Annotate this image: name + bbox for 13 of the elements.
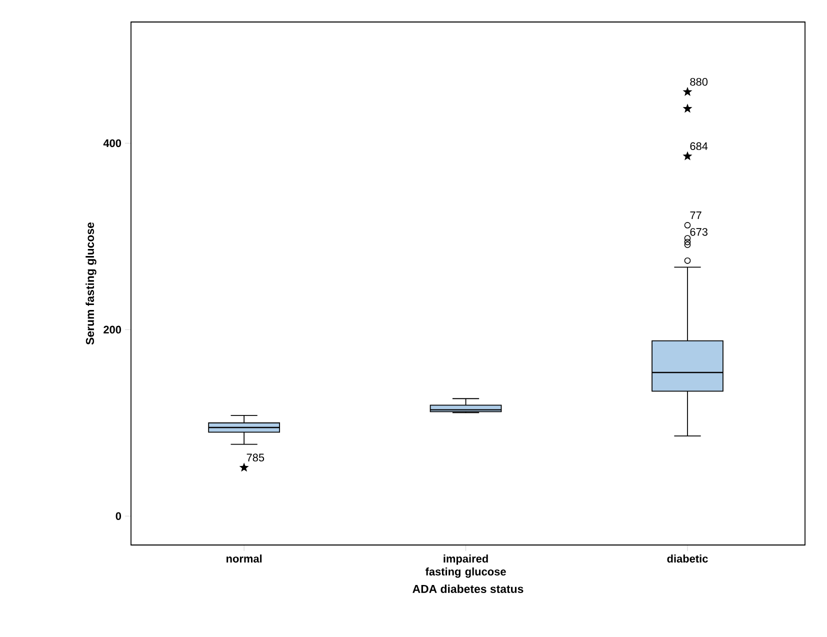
y-axis-title: Serum fasting glucose <box>86 222 96 345</box>
y-tick-label: 0 <box>116 512 122 520</box>
annotation: 673 <box>690 228 708 236</box>
x-tick-label: diabetic <box>667 554 708 563</box>
x-axis-title: ADA diabetes status <box>412 584 524 593</box>
x-tick-label: normal <box>226 554 262 563</box>
y-tick-label: 400 <box>103 139 122 148</box>
annotation: 785 <box>246 454 264 462</box>
annotation: 684 <box>690 142 708 150</box>
annotation: 880 <box>690 78 708 86</box>
y-tick-label: 200 <box>104 326 122 334</box>
x-tick-label: impaired fasting glucose <box>425 554 506 578</box>
annotation: 77 <box>690 212 702 220</box>
